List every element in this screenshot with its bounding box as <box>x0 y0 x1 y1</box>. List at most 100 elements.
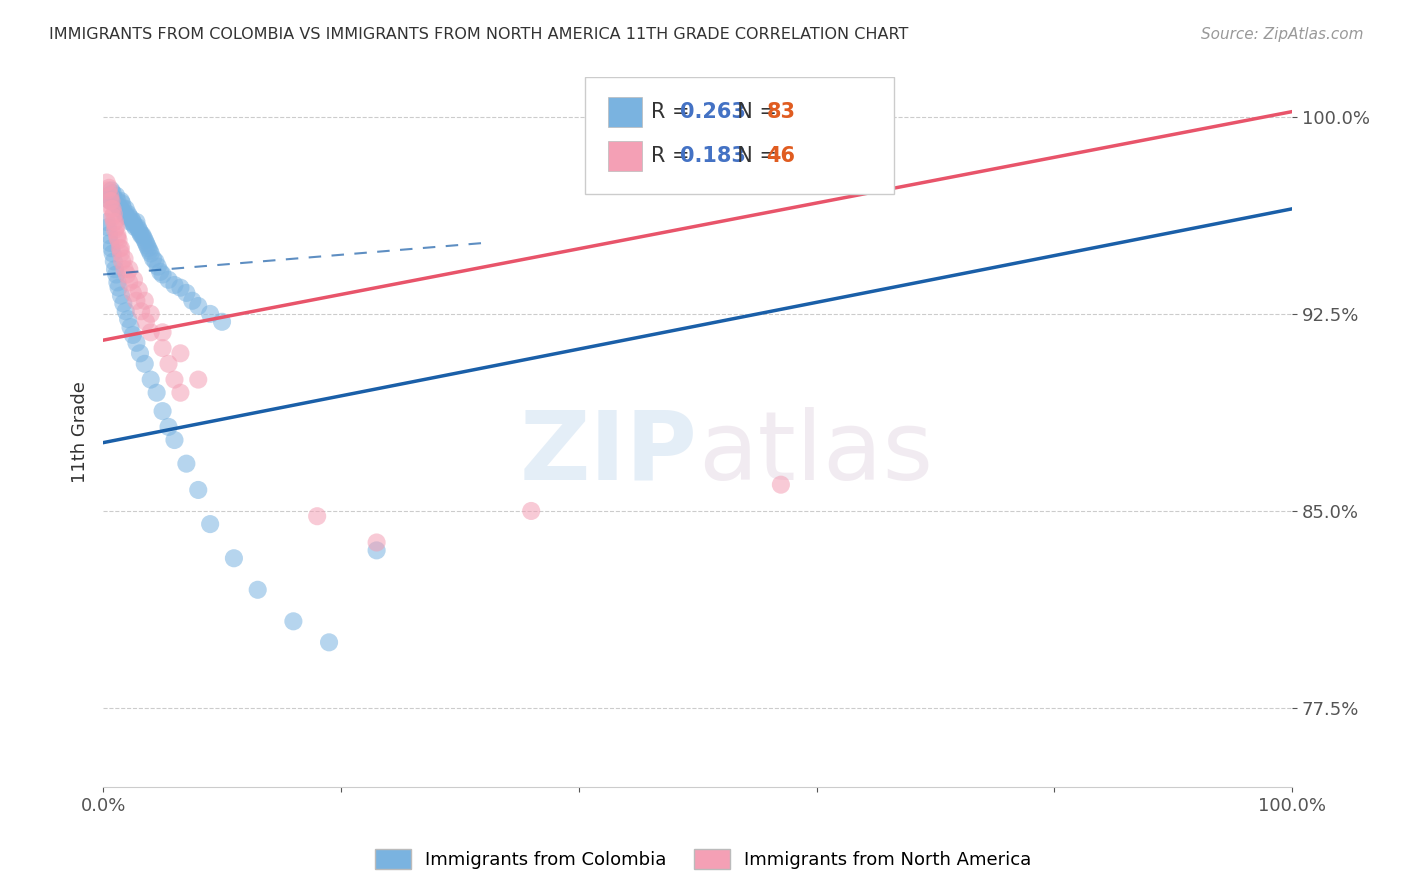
Point <box>138 244 160 258</box>
Point <box>98 188 121 202</box>
Point <box>145 385 167 400</box>
Point <box>125 335 148 350</box>
Point <box>181 293 204 308</box>
Point <box>366 543 388 558</box>
Point <box>121 327 143 342</box>
Point <box>115 210 138 224</box>
Text: Source: ZipAtlas.com: Source: ZipAtlas.com <box>1201 27 1364 42</box>
Point <box>114 262 136 277</box>
Point <box>100 183 122 197</box>
Point <box>100 194 122 208</box>
FancyBboxPatch shape <box>585 78 894 194</box>
Y-axis label: 11th Grade: 11th Grade <box>72 381 89 483</box>
Point <box>152 341 174 355</box>
Point <box>101 246 124 260</box>
Point <box>129 304 152 318</box>
Point <box>187 299 209 313</box>
Point <box>139 246 162 260</box>
Point <box>105 276 128 290</box>
Point <box>283 615 305 629</box>
Point <box>98 194 121 208</box>
Point <box>134 233 156 247</box>
Point <box>104 215 127 229</box>
Text: 0.263: 0.263 <box>681 103 745 122</box>
Point <box>105 188 128 202</box>
Point <box>198 517 221 532</box>
Point <box>169 346 191 360</box>
Point <box>107 280 129 294</box>
Point <box>198 307 221 321</box>
Point <box>125 215 148 229</box>
Point <box>100 202 122 216</box>
Point <box>136 238 159 252</box>
Point <box>103 254 125 268</box>
Point <box>98 188 121 202</box>
Point <box>149 265 172 279</box>
Point <box>104 262 127 277</box>
Point <box>163 278 186 293</box>
Point <box>105 230 128 244</box>
Point <box>211 315 233 329</box>
Point <box>187 373 209 387</box>
Point <box>103 191 125 205</box>
Point <box>98 235 121 250</box>
Point <box>108 241 131 255</box>
Point <box>187 483 209 497</box>
Point <box>103 207 125 221</box>
Point <box>110 241 132 255</box>
Point <box>101 202 124 216</box>
Point <box>115 268 138 282</box>
Point <box>104 223 127 237</box>
Point <box>101 210 124 224</box>
Point <box>107 199 129 213</box>
Point <box>246 582 269 597</box>
Point <box>136 241 159 255</box>
Point <box>169 280 191 294</box>
Point <box>117 207 139 221</box>
Point <box>129 228 152 243</box>
Point <box>105 228 128 243</box>
Point <box>110 246 132 260</box>
Point <box>118 276 141 290</box>
Point <box>114 304 136 318</box>
Point <box>120 215 142 229</box>
Point <box>98 181 121 195</box>
Point <box>152 326 174 340</box>
Point <box>111 196 134 211</box>
Point <box>122 273 145 287</box>
Point <box>124 220 146 235</box>
Point <box>108 202 131 216</box>
Point <box>98 194 121 208</box>
Point <box>135 315 157 329</box>
Point <box>110 194 132 208</box>
Point <box>163 433 186 447</box>
Point <box>125 293 148 308</box>
Point <box>307 509 329 524</box>
Text: R =: R = <box>651 103 696 122</box>
Point <box>96 215 118 229</box>
Point <box>769 477 792 491</box>
Point <box>169 385 191 400</box>
Point <box>146 260 169 274</box>
Point <box>110 288 132 302</box>
Text: atlas: atlas <box>697 407 932 500</box>
Point <box>111 254 134 268</box>
Point <box>128 283 150 297</box>
Point <box>112 296 135 310</box>
Point <box>121 285 143 300</box>
Point <box>366 535 388 549</box>
Point <box>520 504 543 518</box>
Point <box>127 220 149 235</box>
Point <box>134 357 156 371</box>
Point <box>318 635 340 649</box>
Point <box>103 215 125 229</box>
Point <box>114 252 136 266</box>
Legend: Immigrants from Colombia, Immigrants from North America: Immigrants from Colombia, Immigrants fro… <box>366 839 1040 879</box>
Point <box>97 183 120 197</box>
Point <box>105 268 128 282</box>
Text: 46: 46 <box>766 146 796 166</box>
Point <box>105 220 128 235</box>
Point <box>118 262 141 277</box>
Point <box>98 228 121 243</box>
Point <box>121 215 143 229</box>
